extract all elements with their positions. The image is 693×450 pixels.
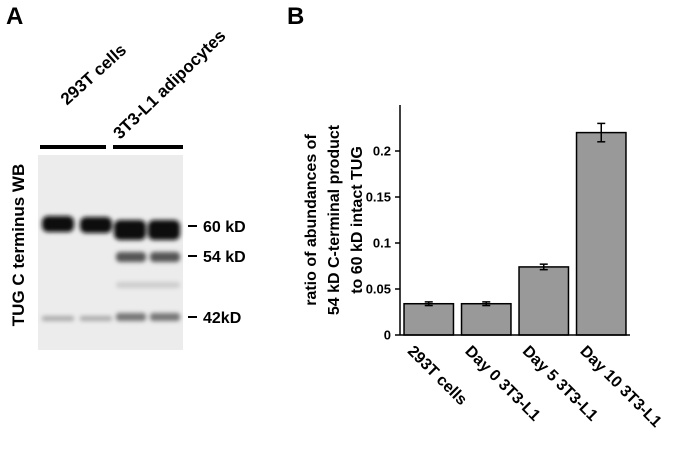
marker-label: 54 kD [203, 249, 246, 266]
y-tick-label: 0.15 [366, 190, 391, 205]
bar [460, 302, 512, 336]
y-tick-label: 0.2 [373, 144, 391, 159]
bar [575, 131, 627, 336]
y-axis-label: ratio of abundances of [303, 134, 320, 306]
error-bar [597, 122, 606, 143]
bar [518, 266, 570, 336]
bar [403, 302, 455, 336]
blot [38, 155, 183, 350]
panel-label: A [6, 3, 23, 30]
y-tick-label: 0 [384, 328, 391, 343]
y-tick-label: 0.05 [366, 282, 391, 297]
y-axis-label: 54 kD C-terminal product [326, 124, 343, 315]
y-axis-label: to 60 kD intact TUG [349, 146, 366, 294]
blot-y-label: TUG C terminus WB [9, 164, 28, 326]
marker-label: 60 kD [203, 219, 246, 236]
error-bar [539, 263, 548, 271]
panel-label: B [287, 3, 304, 30]
lane-label: 3T3-L1 adipocytes [110, 26, 230, 143]
lane-label: 293T cells [57, 40, 130, 109]
y-tick-label: 0.1 [373, 236, 391, 251]
marker-label: 42kD [203, 310, 241, 327]
x-tick-label: 293T cells [404, 343, 470, 409]
error-bar [424, 301, 433, 307]
error-bar [482, 301, 491, 307]
